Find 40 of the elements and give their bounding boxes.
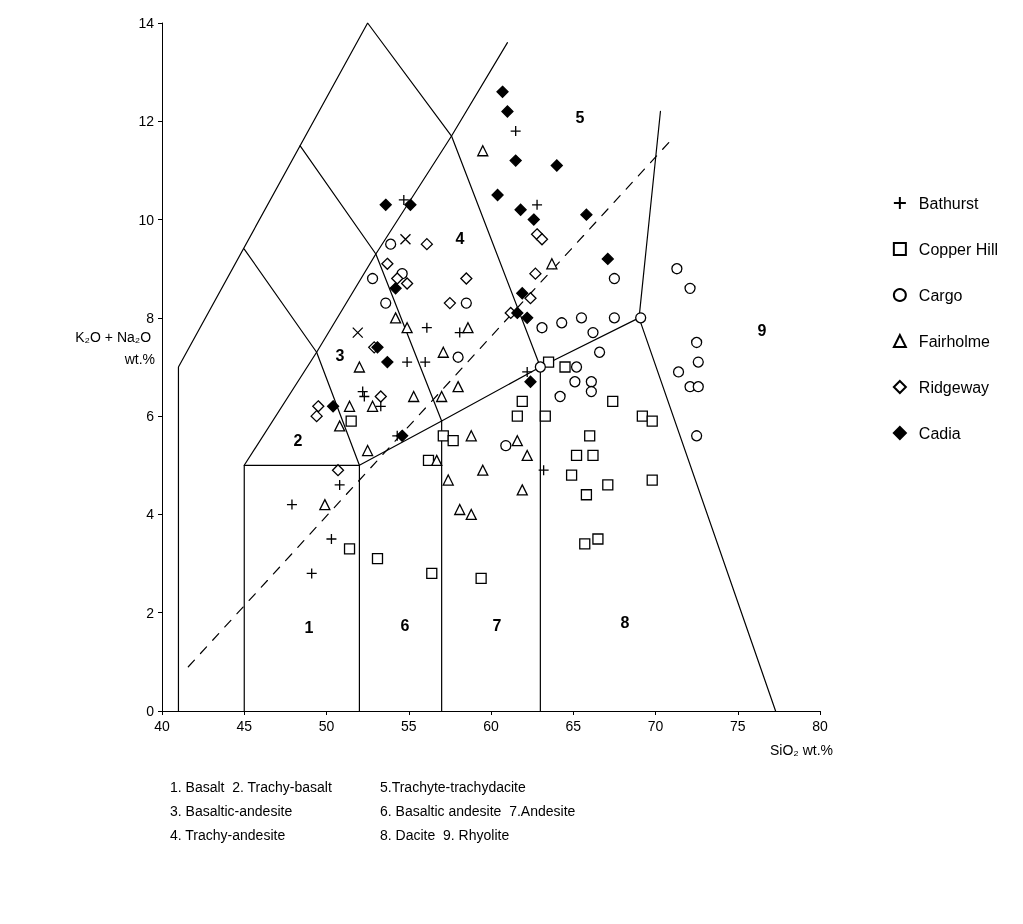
annotation: 3 <box>335 346 345 364</box>
legend-label: Ridgeway <box>918 378 990 396</box>
text: 8. Dacite 9. Rhyolite <box>380 827 510 843</box>
annotation: 7 <box>492 616 502 634</box>
y-tick-label: 0 <box>146 703 155 719</box>
text: 4. Trachy-andesite <box>170 827 286 843</box>
annotation: 4 <box>455 229 465 247</box>
y-tick-label: 12 <box>138 113 155 130</box>
annotation: 2 <box>293 431 303 449</box>
y-tick-label: 14 <box>138 15 155 31</box>
legend-label: Fairholme <box>918 332 991 350</box>
x-axis-title: SiO₂ wt.% <box>770 742 833 758</box>
legend-label: Cadia <box>918 424 961 442</box>
text: 3. Basaltic-andesite <box>170 803 293 819</box>
x-tick-label: 80 <box>812 718 828 734</box>
annotation: 1 <box>304 618 314 636</box>
legend-label: Cargo <box>918 286 963 304</box>
annotation: 9 <box>757 321 767 339</box>
annotation: 5 <box>575 108 585 126</box>
y-tick-label: 10 <box>138 211 155 228</box>
x-tick-label: 45 <box>236 718 253 734</box>
annotation: 8 <box>620 613 630 631</box>
legend-label: Copper Hill <box>918 240 998 258</box>
legend-label: Bathurst <box>918 194 979 212</box>
x-tick-label: 60 <box>483 718 499 734</box>
text: 1. Basalt 2. Trachy-basalt <box>170 779 332 795</box>
y-tick-label: 8 <box>146 309 155 326</box>
x-tick-label: 70 <box>647 718 664 734</box>
y-tick-label: 6 <box>146 408 155 425</box>
x-tick-label: 40 <box>154 718 170 734</box>
x-tick-label: 50 <box>318 718 335 734</box>
y-tick-label: 2 <box>146 604 155 621</box>
text: 6. Basaltic andesite 7.Andesite <box>380 803 576 819</box>
x-tick-label: 65 <box>565 718 582 734</box>
y-axis-title: K₂O + Na₂O wt.% <box>75 329 155 367</box>
annotation: 6 <box>400 616 410 634</box>
x-tick-label: 55 <box>400 718 417 734</box>
text: 5.Trachyte-trachydacite <box>380 779 526 795</box>
x-tick-label: 75 <box>729 718 746 734</box>
y-tick-label: 4 <box>146 506 155 523</box>
